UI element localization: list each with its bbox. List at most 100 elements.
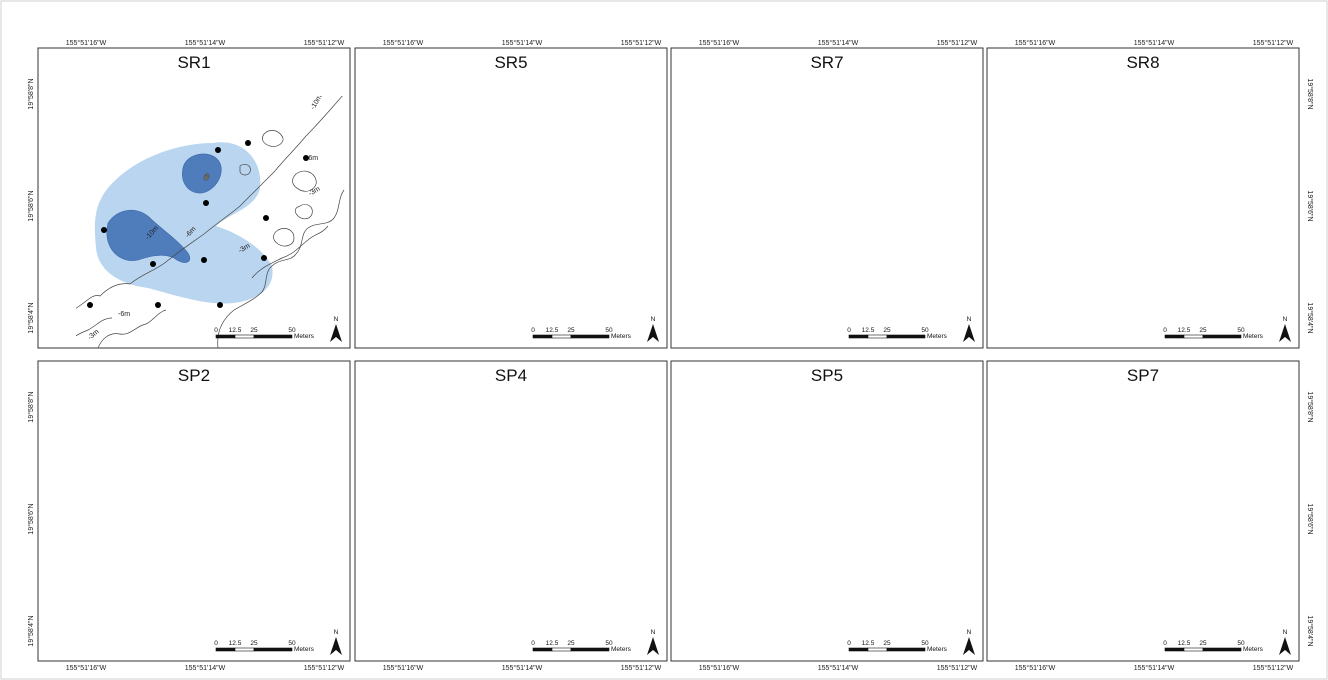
north-arrow-icon: N	[330, 316, 342, 342]
receiver-site-point	[201, 257, 207, 263]
longitude-label: 155°51'16"W	[66, 39, 107, 47]
longitude-label: 155°51'16"W	[699, 39, 740, 47]
scale-bar-tick-label: 50	[921, 640, 929, 647]
scale-bar-segment	[1164, 334, 1185, 339]
scale-bar-unit-label: Meters	[1243, 646, 1264, 653]
latitude-label: 19°58'4"N	[27, 302, 35, 333]
latitude-label: 19°58'6"N	[1306, 503, 1314, 534]
scale-bar-segment	[253, 647, 293, 652]
scale-bar-tick-label: 12.5	[229, 327, 242, 334]
receiver-site-point	[303, 155, 309, 161]
scale-bar-tick-label: 25	[250, 327, 258, 334]
scale-bar-segment	[1164, 647, 1185, 652]
north-arrow-icon: N	[963, 316, 975, 342]
scale-bar-segment	[867, 647, 888, 652]
north-arrow-label: N	[651, 316, 656, 323]
north-arrow-label: N	[651, 629, 656, 636]
longitude-label: 155°51'12"W	[304, 39, 345, 47]
depth-contour-loop	[273, 228, 295, 247]
latitude-label: 19°58'4"N	[1306, 615, 1314, 646]
scale-bar-tick-label: 25	[567, 327, 575, 334]
north-arrow-icon: N	[647, 629, 659, 655]
longitude-label: 155°51'14"W	[502, 39, 543, 47]
scale-bar-tick-label: 50	[1237, 640, 1245, 647]
panel-frame	[986, 47, 1300, 349]
map-panels: -10m-6m-3m-6m-3m-10m-3m-6m-10m SR1 0 12.5 25…	[27, 39, 1314, 672]
scale-bar-segment	[551, 647, 572, 652]
north-arrow-icon: N	[1279, 316, 1291, 342]
scale-bar-segment	[532, 647, 553, 652]
scale-bar-tick-label: 12.5	[1178, 640, 1191, 647]
longitude-label: 155°51'12"W	[621, 39, 662, 47]
panel-title: SP2	[178, 366, 210, 385]
longitude-label: 155°51'16"W	[383, 39, 424, 47]
longitude-label: 155°51'12"W	[304, 664, 345, 672]
scale-bar-tick-label: 12.5	[1178, 327, 1191, 334]
panel-title: SP4	[495, 366, 527, 385]
longitude-label: 155°51'16"W	[1015, 664, 1056, 672]
depth-contour-line	[76, 317, 113, 337]
home-range-95-polygon	[94, 142, 273, 304]
depth-contour-line	[217, 189, 345, 349]
latitude-label: 19°58'8"N	[27, 78, 35, 109]
scale-bar-segment	[1183, 647, 1204, 652]
scale-bar-unit-label: Meters	[927, 646, 948, 653]
panel-title: SP7	[1127, 366, 1159, 385]
scale-bar-tick-label: 50	[921, 327, 929, 334]
map-panel-sp4: -10m-6m-3m-6m-3m-10m-3m-6m-10mSP4012.525…	[354, 360, 668, 672]
latitude-label: 19°58'8"N	[1306, 78, 1314, 109]
receiver-site-point	[261, 255, 267, 261]
scale-bar-tick-label: 0	[1163, 640, 1167, 647]
depth-contour-line	[251, 225, 329, 279]
depth-contour-loop	[294, 204, 313, 220]
north-arrow-label: N	[1283, 629, 1288, 636]
latitude-label: 19°58'4"N	[27, 615, 35, 646]
latitude-label: 19°58'6"N	[27, 190, 35, 221]
panel-title: SR7	[810, 53, 843, 72]
longitude-label: 155°51'12"W	[1253, 664, 1294, 672]
north-arrow-icon: N	[1279, 629, 1291, 655]
latitude-label: 19°58'6"N	[1306, 190, 1314, 221]
scale-bar-tick-label: 12.5	[546, 327, 559, 334]
scale-bar-tick-label: 12.5	[229, 640, 242, 647]
map-panel-sp7: -10m-6m-3m-6m-3m-10m-3m-6m-10mSP7012.525…	[986, 360, 1314, 672]
scale-bar-segment	[886, 647, 926, 652]
longitude-label: 155°51'16"W	[383, 664, 424, 672]
scale-bar-segment	[253, 334, 293, 339]
scale-bar-segment	[234, 647, 255, 652]
north-arrow-label: N	[967, 629, 972, 636]
panel-frame	[354, 360, 668, 662]
scale-bar-segment	[570, 334, 610, 339]
map-panel-sp2: -10m-6m-3m-6m-3m-10m-3m-6m-10mSP2012.525…	[27, 360, 351, 672]
receiver-site-point	[217, 302, 223, 308]
scale-bar-tick-label: 25	[883, 640, 891, 647]
scale-bar-segment	[867, 334, 888, 339]
scale-bar-segment	[1202, 334, 1242, 339]
longitude-label: 155°51'14"W	[185, 664, 226, 672]
north-arrow-icon: N	[963, 629, 975, 655]
map-panel-sr7: -10m-6m-3m-6m-3m-10m-3m-6m-10mSR7012.525…	[670, 39, 984, 349]
scale-bar-tick-label: 0	[1163, 327, 1167, 334]
scale-bar-tick-label: 12.5	[862, 327, 875, 334]
receiver-site-point	[87, 302, 93, 308]
scale-bar-tick-label: 25	[250, 640, 258, 647]
core-area-50-polygon	[182, 153, 222, 194]
latitude-label: 19°58'8"N	[27, 391, 35, 422]
scale-bar-segment	[848, 334, 869, 339]
longitude-label: 155°51'14"W	[502, 664, 543, 672]
longitude-label: 155°51'16"W	[699, 664, 740, 672]
scale-bar-tick-label: 0	[214, 327, 218, 334]
north-arrow-label: N	[967, 316, 972, 323]
depth-contour-loop	[292, 170, 317, 192]
longitude-label: 155°51'14"W	[818, 664, 859, 672]
scale-bar-unit-label: Meters	[927, 333, 948, 340]
scale-bar-unit-label: Meters	[611, 333, 632, 340]
longitude-label: 155°51'12"W	[621, 664, 662, 672]
receiver-site-point	[245, 140, 251, 146]
